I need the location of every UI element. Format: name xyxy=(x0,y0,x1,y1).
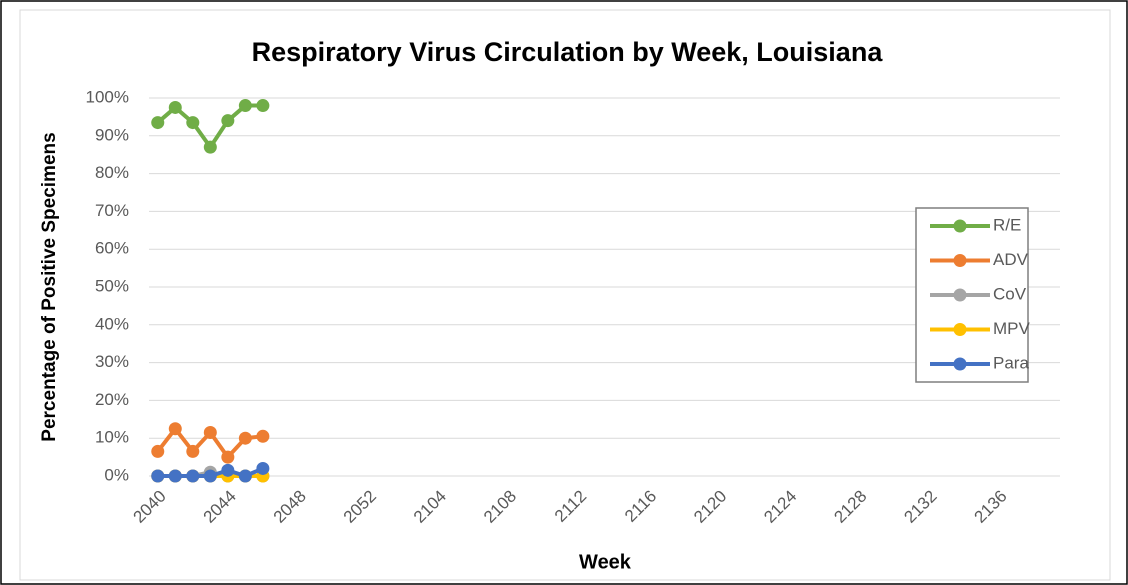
point xyxy=(238,99,252,113)
point xyxy=(151,469,165,483)
point xyxy=(256,429,270,443)
legend-label: ADV xyxy=(993,250,1029,269)
point xyxy=(203,140,217,154)
point xyxy=(238,431,252,445)
point xyxy=(203,426,217,440)
point xyxy=(221,450,235,464)
point xyxy=(186,444,200,458)
point xyxy=(186,469,200,483)
y-tick-label: 60% xyxy=(95,239,129,258)
x-axis-label: Week xyxy=(579,551,632,573)
y-tick-label: 100% xyxy=(86,87,129,106)
point xyxy=(168,100,182,114)
y-tick-label: 20% xyxy=(95,390,129,409)
legend-label: MPV xyxy=(993,319,1031,338)
point xyxy=(168,422,182,436)
legend-marker xyxy=(953,323,967,336)
point xyxy=(256,99,270,113)
legend-label: R/E xyxy=(993,215,1021,234)
point xyxy=(221,463,235,477)
legend-marker xyxy=(953,254,967,267)
point xyxy=(186,116,200,130)
point xyxy=(221,114,235,128)
legend-marker xyxy=(953,288,967,302)
legend-label: CoV xyxy=(993,284,1027,303)
y-tick-label: 50% xyxy=(95,276,129,295)
y-tick-label: 70% xyxy=(95,201,129,220)
y-tick-label: 90% xyxy=(95,125,129,144)
y-tick-label: 10% xyxy=(95,428,129,447)
point xyxy=(256,461,270,475)
y-tick-label: 40% xyxy=(95,314,129,333)
legend-marker xyxy=(953,357,967,371)
y-tick-label: 80% xyxy=(95,163,129,182)
point xyxy=(151,444,165,458)
legend-label: Para xyxy=(993,353,1029,372)
y-tick-label: 30% xyxy=(95,352,129,371)
y-tick-label: 0% xyxy=(104,465,129,484)
point xyxy=(151,116,165,130)
point xyxy=(168,469,182,483)
legend-marker xyxy=(953,219,967,233)
chart-title: Respiratory Virus Circulation by Week, L… xyxy=(252,37,884,67)
point xyxy=(203,469,217,483)
chart-area xyxy=(19,9,1111,581)
y-axis-label: Percentage of Positive Specimens xyxy=(39,132,60,441)
point xyxy=(238,469,252,483)
